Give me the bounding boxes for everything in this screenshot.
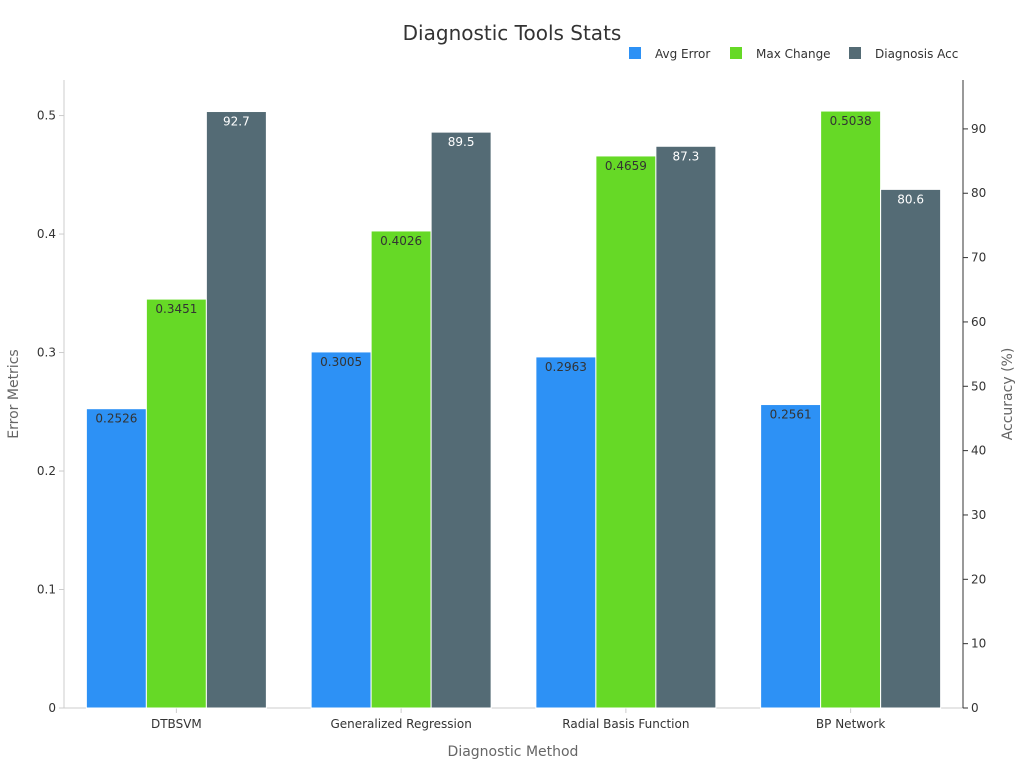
bar [430,131,492,709]
bar [595,155,657,709]
x-tick-label: BP Network [816,717,885,731]
y2-tick-label: 0 [971,701,979,715]
y2-tick-label: 40 [971,444,986,458]
y2-tick-label: 60 [971,315,986,329]
bar-value-label: 0.2561 [770,408,812,422]
x-tick-label: Radial Basis Function [562,717,689,731]
y2-axis-label: Accuracy (%) [1000,348,1016,441]
bar [655,145,717,709]
y2-tick-label: 70 [971,251,986,265]
bar [205,111,267,709]
x-tick-label: DTBSVM [151,717,202,731]
y2-tick-label: 80 [971,186,986,200]
bar [310,351,372,709]
y-tick-label: 0.3 [37,346,56,360]
x-tick-label: Generalized Regression [330,717,471,731]
y-axis-label: Error Metrics [6,349,22,438]
y2-tick-label: 50 [971,379,986,393]
y2-tick-label: 20 [971,572,986,586]
bar [370,230,432,709]
bar-value-label: 0.3005 [320,355,362,369]
bar-value-label: 0.2963 [545,360,587,374]
y2-tick-label: 10 [971,637,986,651]
chart-marks: 0 0.1 0.2 0.3 0.4 0.5 0 10 20 30 40 50 60 70 80 90 DTBSV… [37,47,986,731]
bar [85,408,147,709]
x-axis-label: Diagnostic Method [448,744,579,760]
legend-swatch [629,47,641,59]
bar-value-label: 92.7 [223,115,250,129]
bar [880,188,942,709]
bar [535,356,597,709]
legend-label: Avg Error [655,47,710,61]
y-tick-label: 0 [48,701,56,715]
legend-swatch [849,47,861,59]
bar-value-label: 0.4026 [380,234,422,248]
bar [760,404,822,709]
y2-tick-label: 90 [971,122,986,136]
bar-value-label: 80.6 [897,192,924,206]
y-tick-label: 0.5 [37,109,56,123]
bar-value-label: 89.5 [448,135,475,149]
y-tick-label: 0.1 [37,583,56,597]
bar-value-label: 0.2526 [95,412,137,426]
y-tick-label: 0.2 [37,464,56,478]
bar-value-label: 0.5038 [830,114,872,128]
legend-label: Max Change [756,47,831,61]
bar-value-label: 0.3451 [155,302,197,316]
chart-title: Diagnostic Tools Stats [403,21,622,45]
legend-label: Diagnosis Acc [875,47,958,61]
bar-value-label: 87.3 [673,149,700,163]
bar-value-label: 0.4659 [605,159,647,173]
bar [145,298,207,709]
y-tick-label: 0.4 [37,227,56,241]
legend-swatch [730,47,742,59]
y2-tick-label: 30 [971,508,986,522]
bar [820,110,882,709]
